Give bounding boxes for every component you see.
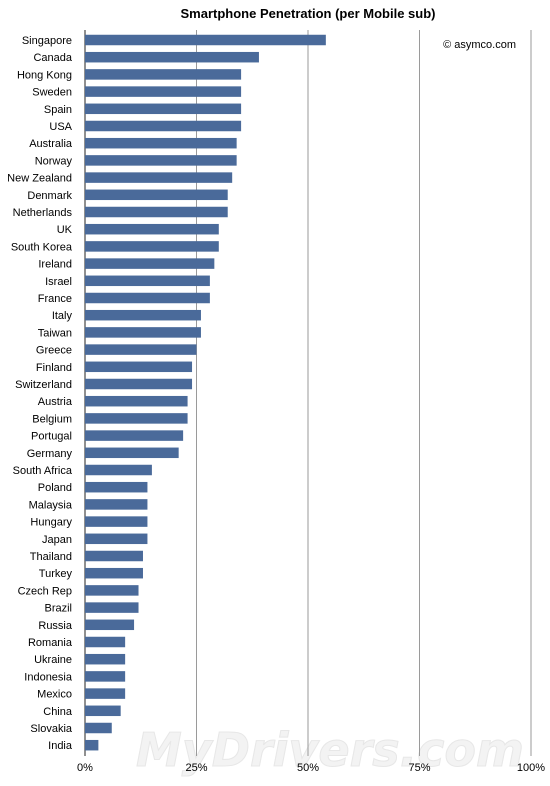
bar <box>85 34 326 46</box>
x-tick-label: 75% <box>408 762 430 774</box>
bar <box>85 447 179 459</box>
x-tick-label: 50% <box>297 762 319 774</box>
bar <box>85 413 188 424</box>
category-label: Ireland <box>38 259 72 271</box>
category-label: Romania <box>28 637 73 649</box>
bar <box>85 585 139 596</box>
category-label: Israel <box>45 276 72 288</box>
category-label: Austria <box>38 396 73 408</box>
category-label: Portugal <box>31 431 72 443</box>
category-label: Thailand <box>30 551 72 563</box>
category-label: Denmark <box>27 190 72 202</box>
x-tick-labels: 0% 25% 50% 75% 100% <box>77 762 545 774</box>
category-label: Japan <box>42 534 72 546</box>
bar <box>85 172 233 183</box>
x-tick-label: 0% <box>77 762 93 774</box>
category-label: Hong Kong <box>17 69 72 81</box>
category-label: Netherlands <box>13 207 73 219</box>
bar <box>85 69 242 80</box>
chart-title: Smartphone Penetration (per Mobile sub) <box>181 6 436 21</box>
category-label: Belgium <box>32 413 72 425</box>
category-label: Taiwan <box>38 327 72 339</box>
category-label: Switzerland <box>15 379 72 391</box>
category-label: Indonesia <box>24 671 73 683</box>
category-labels: Singapore Canada Hong Kong Sweden Spain USA Au… <box>7 35 73 752</box>
category-label: Sweden <box>32 87 72 99</box>
bar <box>85 636 126 648</box>
category-label: Slovakia <box>30 723 72 735</box>
bar <box>85 430 184 441</box>
bar <box>85 206 228 218</box>
bar <box>85 223 219 235</box>
bar <box>85 258 215 269</box>
bar <box>85 292 210 304</box>
category-label: Italy <box>52 310 73 322</box>
bar <box>85 155 237 166</box>
bar <box>85 103 242 115</box>
category-label: Poland <box>38 482 72 494</box>
bar <box>85 395 188 407</box>
bar <box>85 241 219 252</box>
bar <box>85 189 228 201</box>
bar <box>85 51 259 63</box>
bar <box>85 550 143 562</box>
category-label: Mexico <box>37 689 72 701</box>
bar <box>85 653 126 665</box>
category-label: Singapore <box>22 35 72 47</box>
category-label: South Korea <box>11 241 73 253</box>
category-label: South Africa <box>13 465 73 477</box>
category-label: Malaysia <box>29 499 73 511</box>
bars <box>85 34 326 751</box>
bar <box>85 481 148 493</box>
category-label: Brazil <box>44 603 72 615</box>
category-label: Czech Rep <box>18 585 72 597</box>
category-label: China <box>43 706 73 718</box>
x-tick-label: 100% <box>517 762 545 774</box>
bar <box>85 739 99 751</box>
bar <box>85 602 139 613</box>
category-label: France <box>38 293 72 305</box>
bar <box>85 361 193 373</box>
category-label: Australia <box>29 138 73 150</box>
category-label: Germany <box>27 448 73 460</box>
category-label: New Zealand <box>7 173 72 185</box>
bar <box>85 120 242 132</box>
bar <box>85 499 148 510</box>
bar <box>85 309 201 321</box>
credit-label: © asymco.com <box>443 39 516 51</box>
bar <box>85 464 152 476</box>
category-label: USA <box>49 121 72 133</box>
bar <box>85 722 112 734</box>
category-label: Spain <box>44 104 72 116</box>
bar <box>85 516 148 527</box>
category-label: Canada <box>33 52 72 64</box>
category-label: Finland <box>36 362 72 374</box>
bar <box>85 671 126 682</box>
watermark: MyDrivers.com <box>136 723 524 777</box>
category-label: UK <box>57 224 73 236</box>
bar <box>85 86 242 97</box>
bar <box>85 533 148 545</box>
category-label: Ukraine <box>34 654 72 666</box>
bar <box>85 137 237 149</box>
bar <box>85 619 135 631</box>
bar <box>85 705 121 717</box>
x-tick-label: 25% <box>185 762 207 774</box>
category-label: Turkey <box>39 568 73 580</box>
category-label: Russia <box>38 620 73 632</box>
category-label: Greece <box>36 345 72 357</box>
category-label: India <box>48 740 73 752</box>
bar <box>85 327 201 338</box>
grid-lines <box>84 30 532 756</box>
bar <box>85 378 193 390</box>
category-label: Hungary <box>30 517 72 529</box>
bar <box>85 275 210 287</box>
bar <box>85 688 126 699</box>
bar <box>85 567 143 579</box>
bar <box>85 344 197 355</box>
category-label: Norway <box>35 155 73 167</box>
